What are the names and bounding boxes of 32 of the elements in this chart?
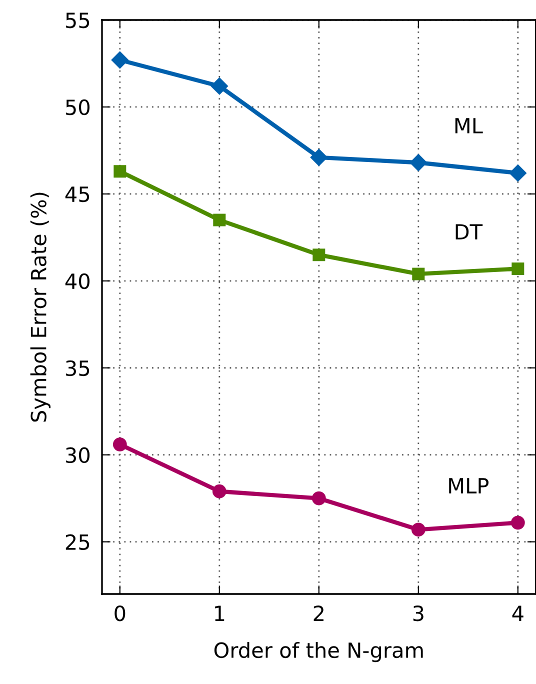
x-tick-label: 4 (512, 606, 524, 621)
series-label: ML (455, 118, 483, 134)
point (410, 154, 427, 172)
x-axis-title: Order of the N-gram (214, 642, 423, 662)
point (114, 165, 126, 178)
x-tick-label: 3 (413, 605, 424, 622)
y-tick-label: 50 (66, 99, 90, 116)
point (213, 214, 226, 226)
point (310, 148, 328, 166)
point (411, 522, 426, 537)
x-tick-label: 1 (215, 606, 224, 621)
point (312, 491, 326, 506)
y-axis-title: Symbol Error Rate (%) (30, 192, 50, 422)
y-tick-label: 35 (66, 360, 90, 376)
x-tick-label: 2 (314, 605, 324, 621)
y-tick-label: 25 (66, 534, 90, 550)
series-label: DT (456, 224, 483, 240)
point (512, 262, 524, 275)
series-label: MLP (449, 478, 489, 494)
point (510, 516, 525, 530)
y-tick-label: 55 (66, 12, 90, 28)
point (212, 484, 226, 498)
y-tick-label: 45 (65, 186, 90, 202)
point (509, 164, 526, 182)
point (111, 51, 128, 69)
point (412, 268, 425, 280)
x-tick-label: 0 (114, 605, 126, 622)
point (312, 248, 326, 262)
y-tick-label: 40 (65, 273, 90, 290)
point (210, 78, 228, 95)
y-tick-label: 30 (66, 447, 90, 464)
point (112, 437, 127, 452)
